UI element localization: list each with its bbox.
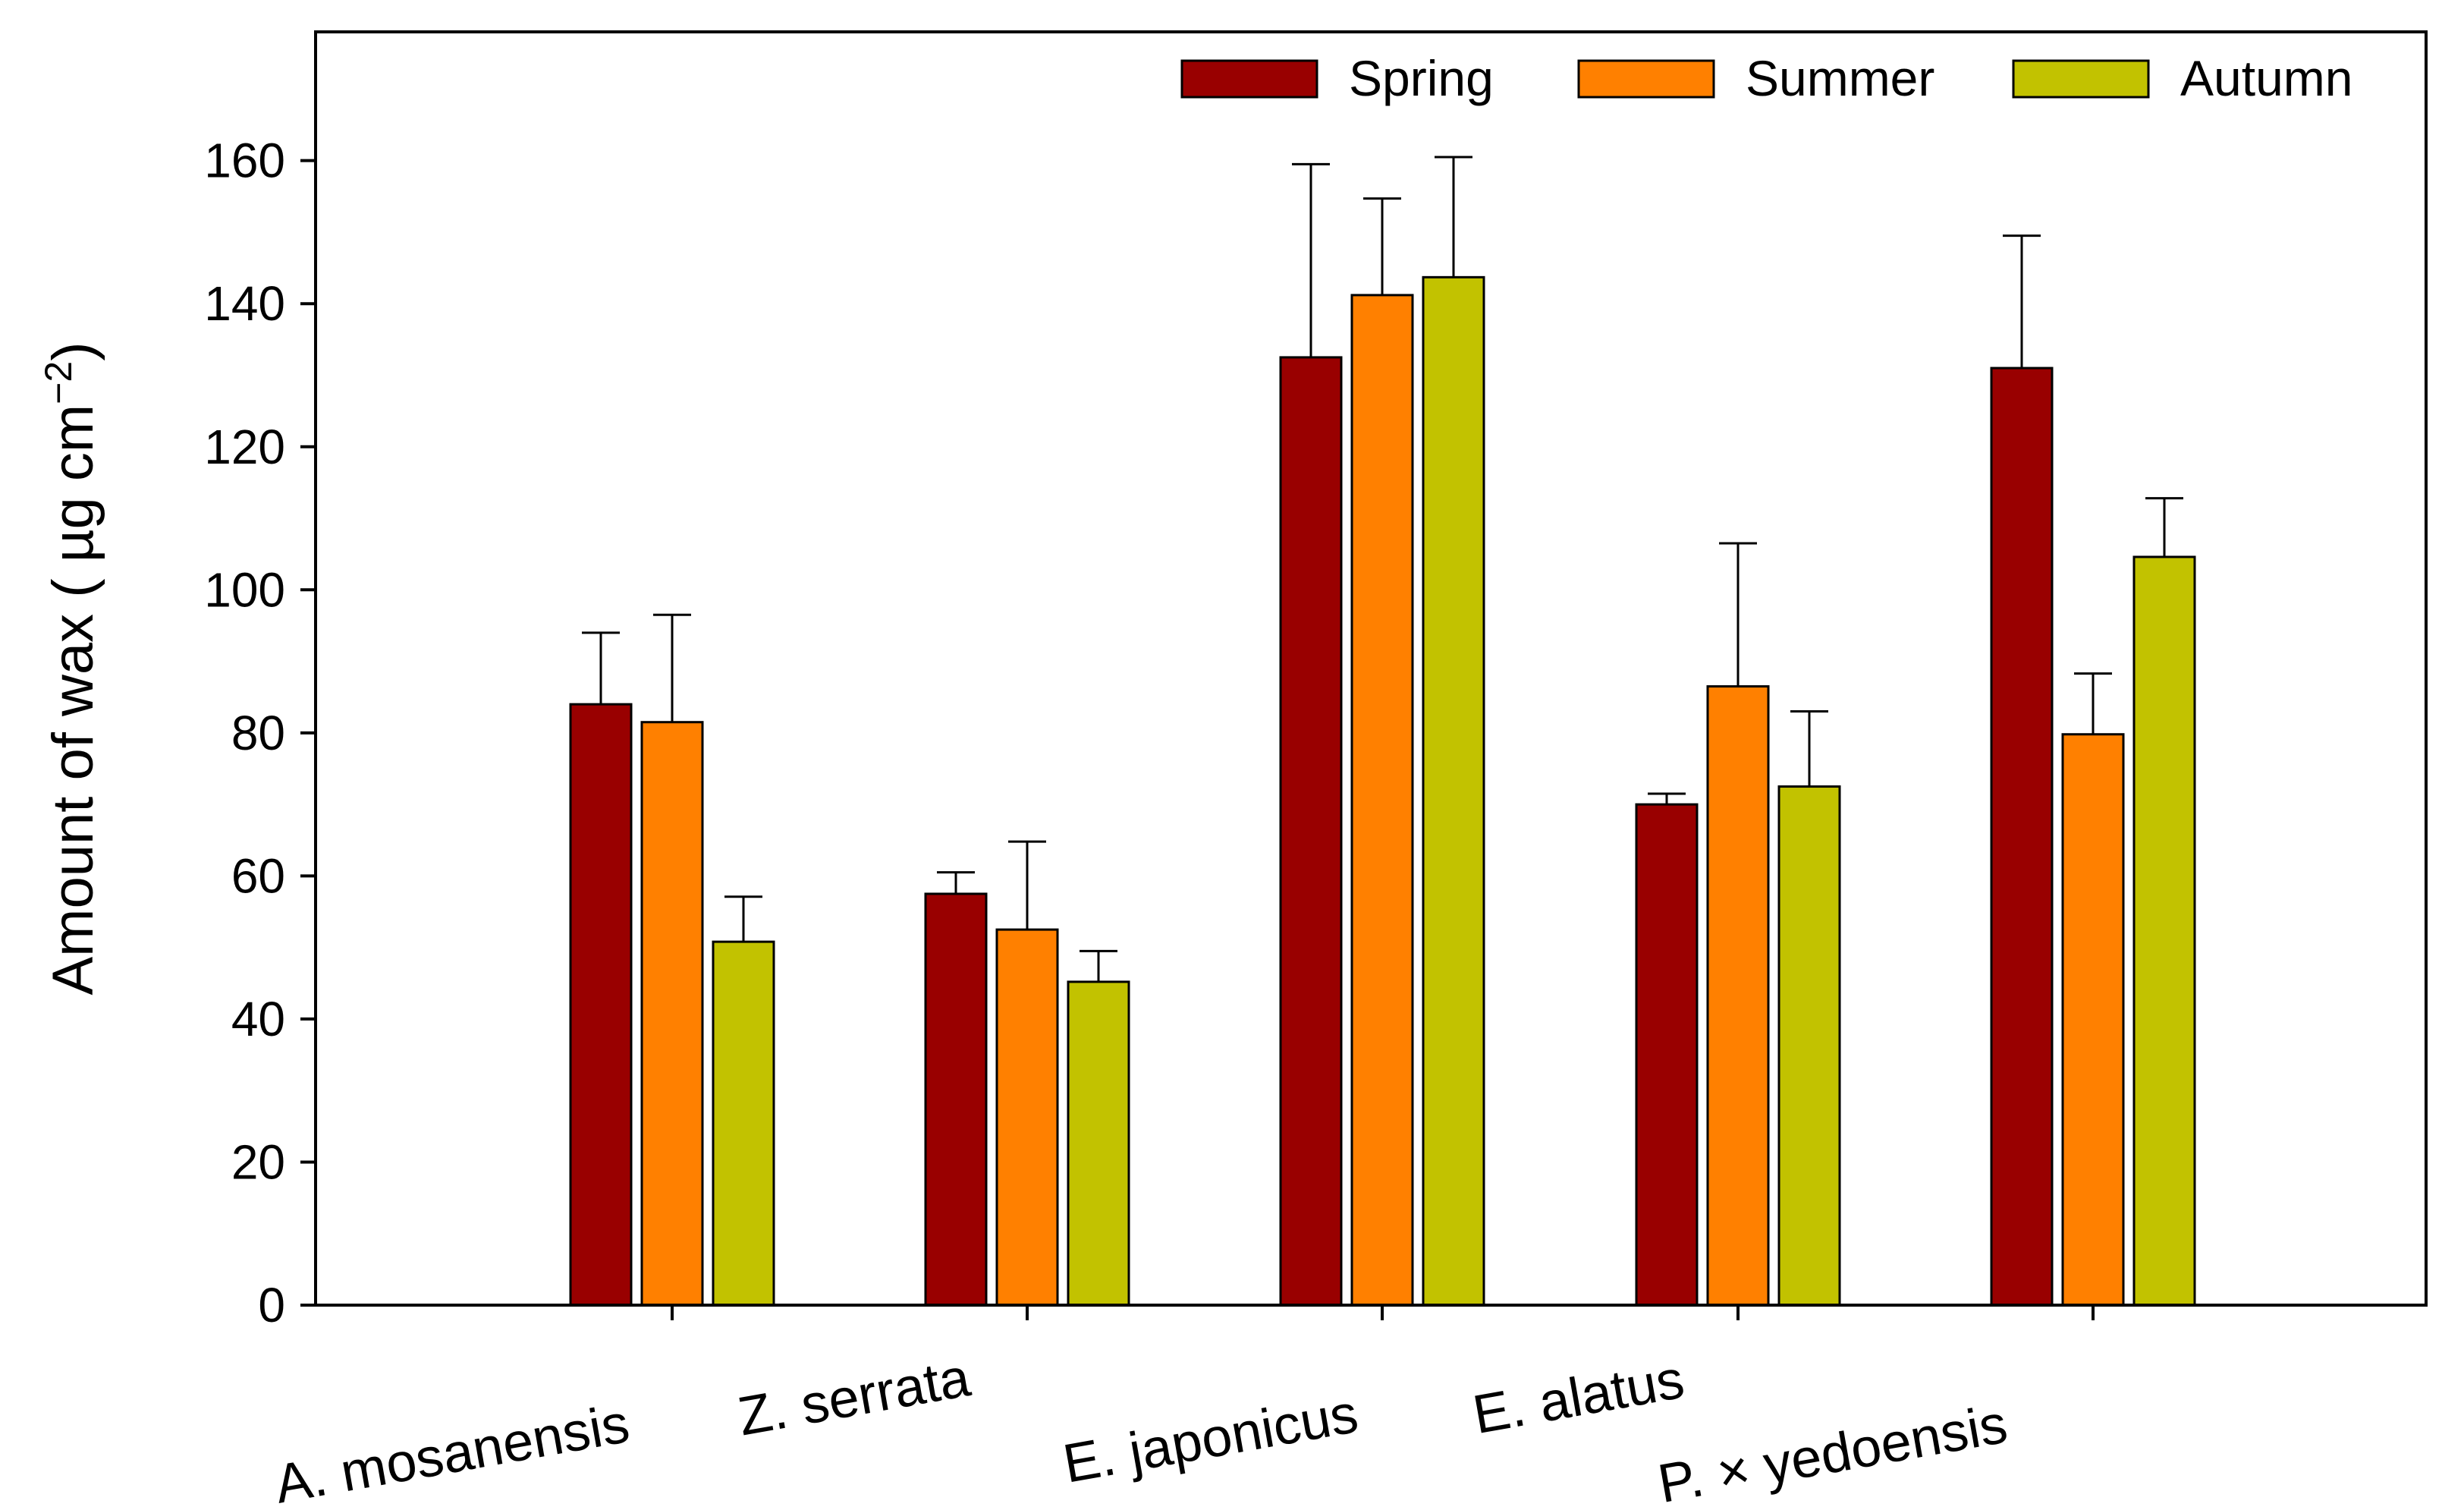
- bar-spring-1: [924, 892, 988, 1307]
- y-tick-label-140: 140: [204, 276, 285, 331]
- bar-autumn-2: [1422, 275, 1485, 1307]
- bar-autumn-0: [712, 940, 775, 1307]
- bar-spring-2: [1279, 356, 1343, 1307]
- bar-spring-0: [569, 703, 633, 1307]
- bar-summer-0: [640, 721, 704, 1307]
- plot-frame: [314, 30, 2428, 1307]
- y-axis-title: Amount of wax ( µg cm−2): [37, 341, 105, 995]
- y-axis-title-close: ): [41, 341, 105, 360]
- bar-spring-3: [1635, 803, 1699, 1307]
- y-axis-title-main: Amount of wax ( µg cm: [41, 404, 105, 996]
- bar-summer-1: [995, 928, 1059, 1307]
- y-axis: 0 20 40 60 80 100 120 140 160: [204, 134, 316, 1332]
- y-tick-label-40: 40: [231, 992, 285, 1046]
- y-tick-label-60: 60: [231, 848, 285, 903]
- bar-summer-4: [2061, 733, 2125, 1307]
- legend: Spring Summer Autumn: [1180, 50, 2352, 106]
- y-tick-label-20: 20: [231, 1134, 285, 1189]
- y-tick-label-100: 100: [204, 562, 285, 617]
- legend-label-summer: Summer: [1746, 50, 1934, 106]
- y-tick-label-120: 120: [204, 420, 285, 474]
- legend-label-autumn: Autumn: [2180, 50, 2352, 106]
- bar-summer-3: [1706, 685, 1770, 1307]
- y-axis-title-superscript: −2: [37, 361, 80, 404]
- bar-autumn-3: [1777, 785, 1841, 1307]
- bar-autumn-1: [1067, 980, 1130, 1307]
- bar-autumn-4: [2132, 555, 2196, 1307]
- legend-swatch-autumn: [2012, 59, 2150, 99]
- bar-spring-4: [1990, 366, 2054, 1307]
- bars-layer: [569, 275, 2196, 1307]
- error-bars-layer: [582, 156, 2183, 982]
- legend-swatch-summer: [1577, 59, 1715, 99]
- y-tick-label-0: 0: [258, 1278, 285, 1332]
- y-tick-label-160: 160: [204, 134, 285, 188]
- legend-label-spring: Spring: [1349, 50, 1494, 106]
- bar-summer-2: [1350, 294, 1414, 1307]
- y-tick-label-80: 80: [231, 706, 285, 760]
- legend-swatch-spring: [1180, 59, 1318, 99]
